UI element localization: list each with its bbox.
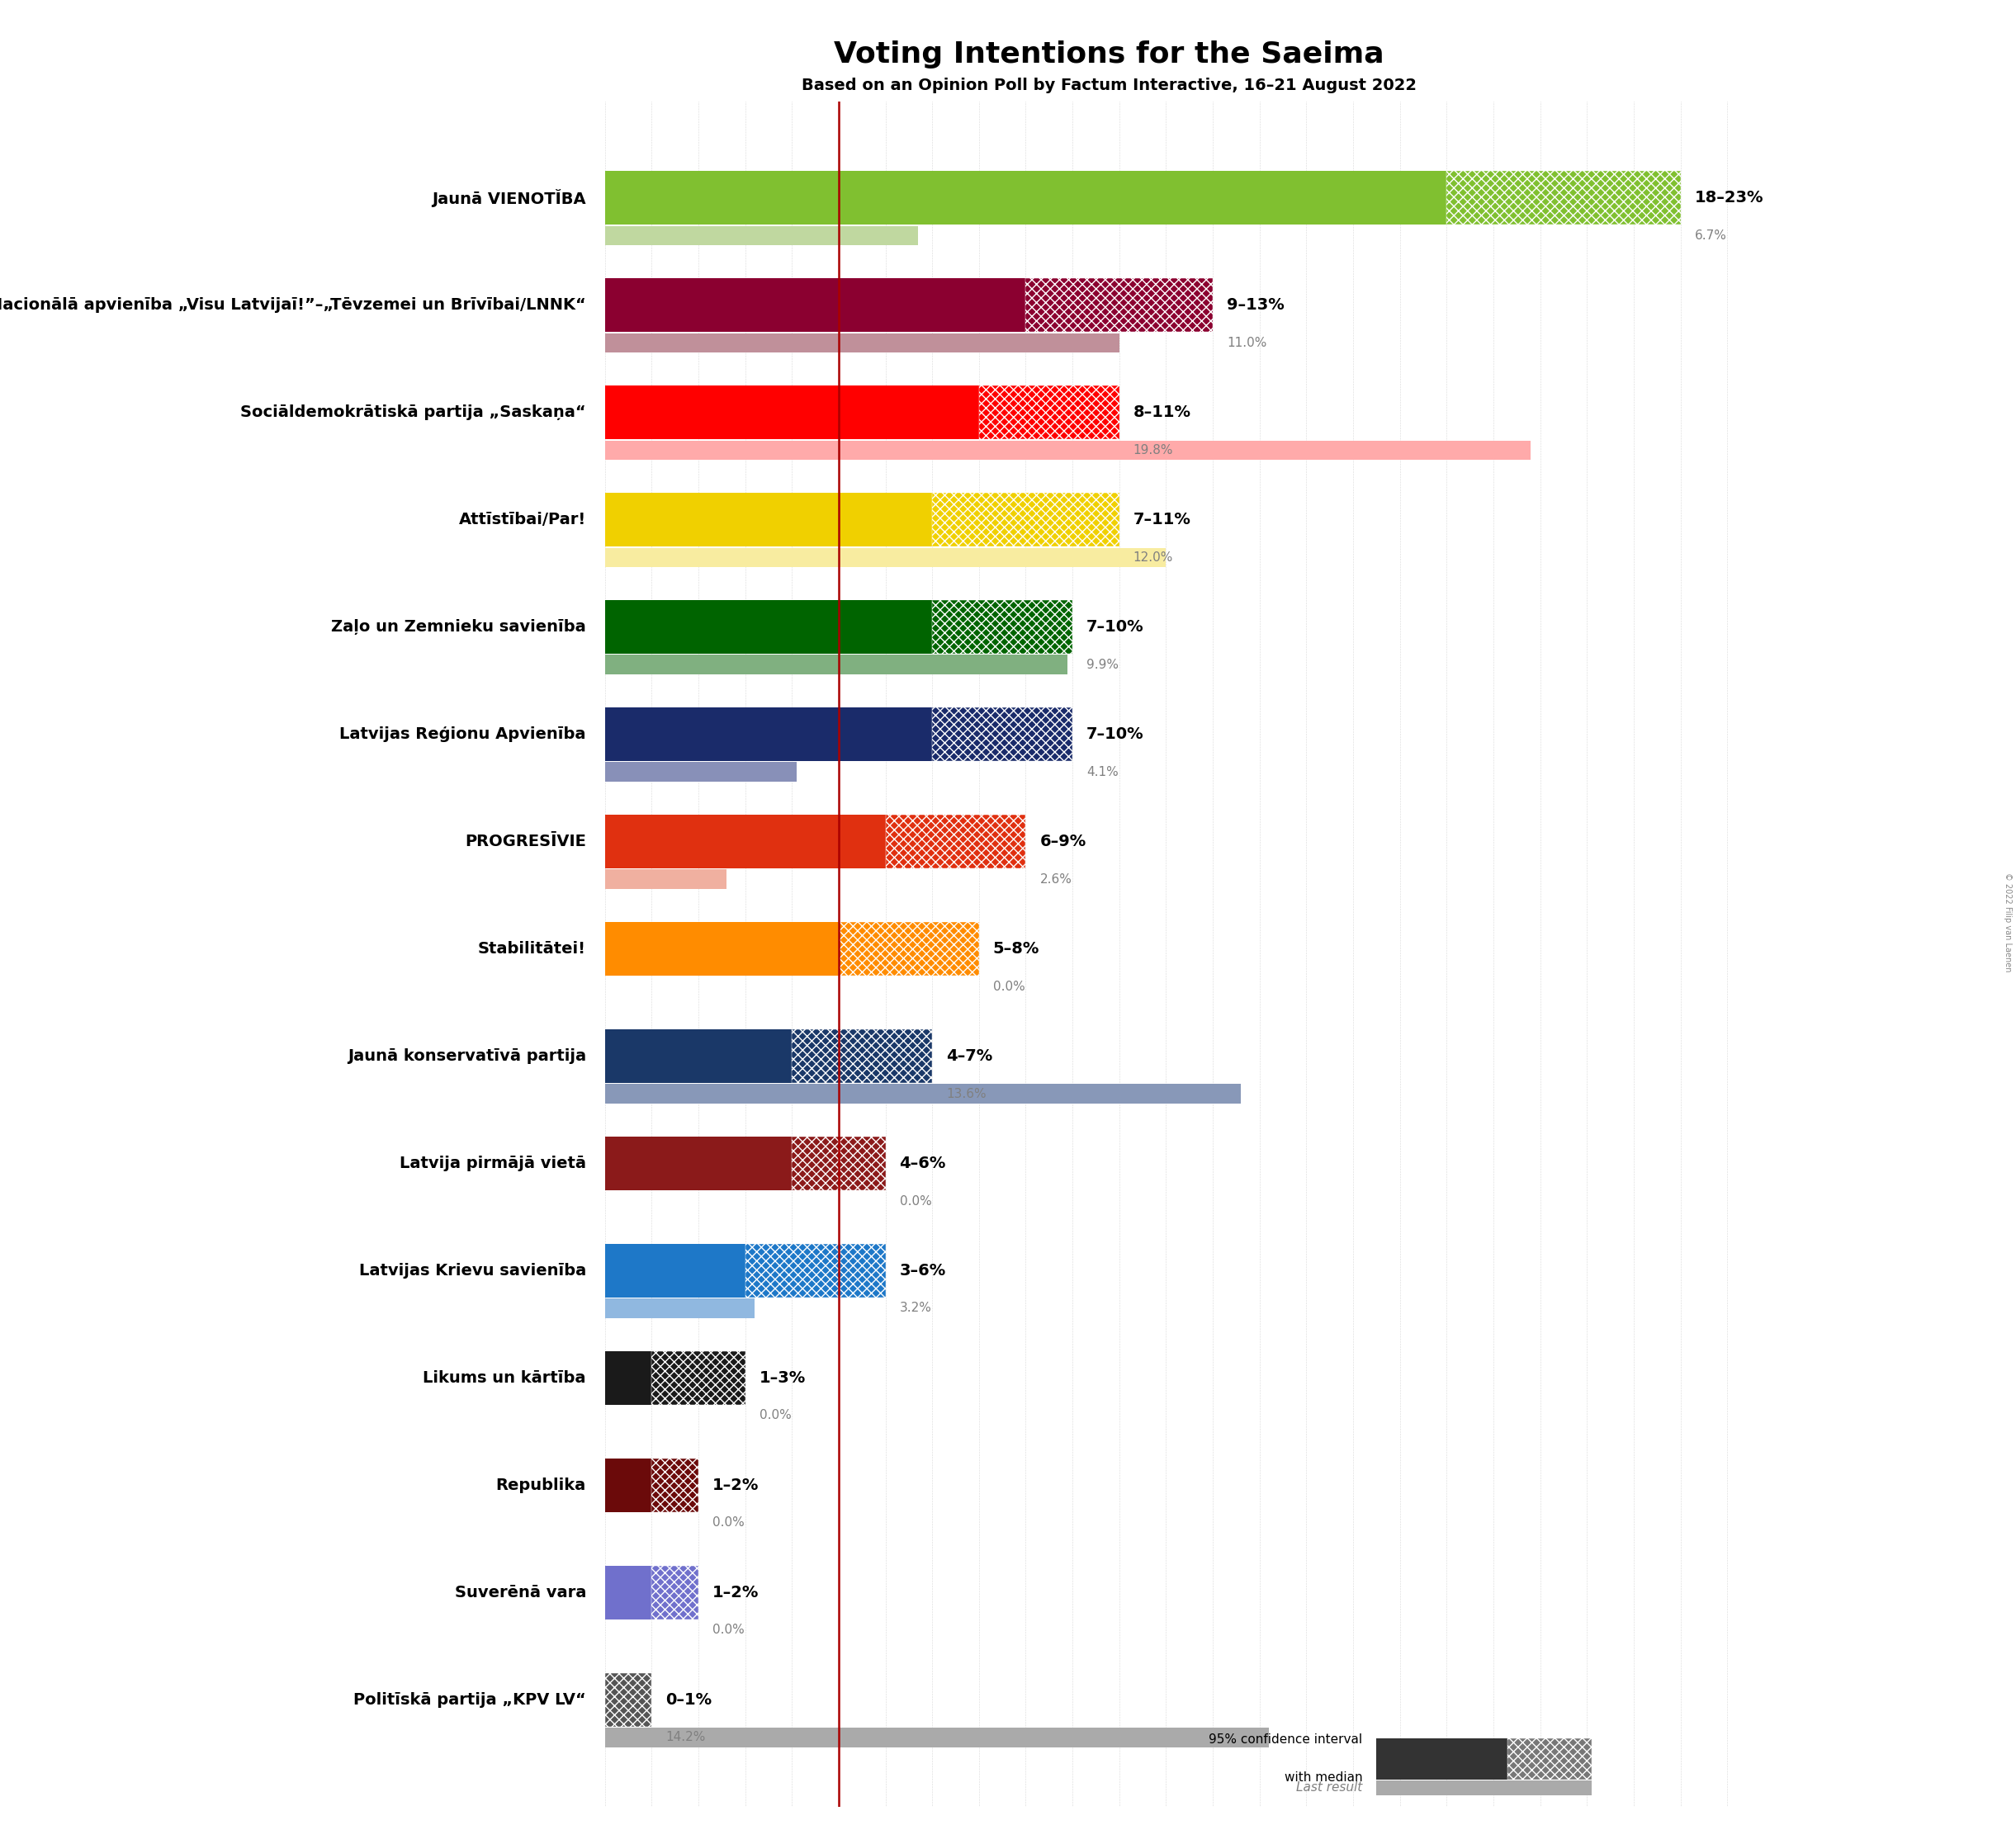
Bar <box>792 1136 885 1189</box>
Text: 14.2%: 14.2% <box>665 1732 706 1744</box>
Bar <box>605 601 931 655</box>
Text: 12.0%: 12.0% <box>1133 551 1173 564</box>
Text: Suverēnā vara: Suverēnā vara <box>454 1584 587 1601</box>
Text: 2.6%: 2.6% <box>1040 872 1073 885</box>
Bar <box>792 1029 931 1082</box>
Bar <box>605 1352 651 1405</box>
Bar <box>605 225 917 245</box>
Text: 1–2%: 1–2% <box>712 1584 758 1601</box>
Text: 7–10%: 7–10% <box>1087 620 1143 634</box>
Bar <box>1508 1739 1593 1779</box>
Text: Jaunā konservatīvā partija: Jaunā konservatīvā partija <box>347 1049 587 1064</box>
Text: © 2022 Filip van Laenen: © 2022 Filip van Laenen <box>2004 872 2012 972</box>
Text: Jaunā VIENOTĬBA: Jaunā VIENOTĬBA <box>431 188 587 207</box>
Text: Latvijas Reģionu Apvienība: Latvijas Reģionu Apvienība <box>339 727 587 741</box>
Text: 3.2%: 3.2% <box>899 1302 931 1315</box>
Bar <box>605 1673 651 1726</box>
Bar <box>1447 171 1681 225</box>
Bar <box>651 1352 746 1405</box>
Text: 1–2%: 1–2% <box>712 1477 758 1494</box>
Bar <box>605 870 726 889</box>
Bar <box>885 815 1026 869</box>
Text: Latvija pirmājā vietā: Latvija pirmājā vietā <box>399 1156 587 1171</box>
Bar <box>605 1459 651 1512</box>
Bar <box>605 441 1530 459</box>
Text: Politīskā partija „KPV LV“: Politīskā partija „KPV LV“ <box>353 1693 587 1708</box>
Bar <box>605 1298 754 1318</box>
Text: 6–9%: 6–9% <box>1040 833 1087 850</box>
Text: 0.0%: 0.0% <box>712 1516 744 1529</box>
Bar <box>605 1245 746 1298</box>
Bar <box>605 1084 1242 1103</box>
Bar <box>746 1245 885 1298</box>
Text: Latvijas Krievu savienība: Latvijas Krievu savienība <box>359 1263 587 1278</box>
Text: 4–6%: 4–6% <box>899 1156 946 1171</box>
Text: 6.7%: 6.7% <box>1695 229 1726 242</box>
Bar <box>931 601 1073 655</box>
Text: 0.0%: 0.0% <box>760 1409 790 1422</box>
Text: 19.8%: 19.8% <box>1133 444 1173 455</box>
Bar <box>1377 1739 1508 1779</box>
Bar <box>651 1566 698 1619</box>
Text: 4–7%: 4–7% <box>946 1049 992 1064</box>
Text: 8–11%: 8–11% <box>1133 404 1191 420</box>
Text: Based on an Opinion Poll by Factum Interactive, 16–21 August 2022: Based on an Opinion Poll by Factum Inter… <box>800 77 1417 94</box>
Bar <box>980 385 1119 439</box>
Bar <box>605 548 1165 566</box>
Text: 7–10%: 7–10% <box>1087 727 1143 741</box>
Bar <box>605 1566 651 1619</box>
Bar <box>605 762 796 782</box>
Bar <box>605 492 931 546</box>
Bar <box>605 1728 1268 1746</box>
Bar <box>605 1136 792 1189</box>
Text: Sociāldemokrātiskā partija „Saskaņa“: Sociāldemokrātiskā partija „Saskaņa“ <box>240 404 587 420</box>
Text: 0.0%: 0.0% <box>994 981 1024 992</box>
Bar <box>605 171 1447 225</box>
Text: Stabilitātei!: Stabilitātei! <box>478 940 587 957</box>
Text: with median: with median <box>1284 1772 1363 1785</box>
Text: 7–11%: 7–11% <box>1133 513 1191 527</box>
Bar <box>605 334 1119 352</box>
Bar <box>605 1029 792 1082</box>
Bar <box>651 1459 698 1512</box>
Bar <box>605 655 1068 675</box>
Text: 0.0%: 0.0% <box>712 1625 744 1636</box>
Bar <box>1377 1779 1593 1796</box>
Text: Likums un kārtība: Likums un kārtība <box>423 1370 587 1387</box>
Text: 0–1%: 0–1% <box>665 1693 712 1708</box>
Text: 13.6%: 13.6% <box>946 1088 986 1099</box>
Bar <box>839 922 980 975</box>
Text: PROGRESĪVIE: PROGRESĪVIE <box>466 833 587 850</box>
Text: Nacionālā apvienība „Visu Latvijaī!”–„Tēvzemei un Brīvībai/LNNK“: Nacionālā apvienība „Visu Latvijaī!”–„Tē… <box>0 297 587 313</box>
Bar <box>605 278 1026 332</box>
Text: 0.0%: 0.0% <box>899 1195 931 1208</box>
Text: 9–13%: 9–13% <box>1228 297 1284 313</box>
Text: 11.0%: 11.0% <box>1228 337 1266 349</box>
Bar <box>605 708 931 762</box>
Bar <box>605 922 839 975</box>
Text: Voting Intentions for the Saeima: Voting Intentions for the Saeima <box>835 41 1383 68</box>
Bar <box>931 708 1073 762</box>
Text: Last result: Last result <box>1296 1781 1363 1794</box>
Bar <box>605 385 980 439</box>
Text: Attīstībai/Par!: Attīstībai/Par! <box>460 513 587 527</box>
Text: 5–8%: 5–8% <box>994 940 1040 957</box>
Text: 9.9%: 9.9% <box>1087 658 1119 671</box>
Bar <box>1026 278 1214 332</box>
Text: 1–3%: 1–3% <box>760 1370 806 1387</box>
Text: 18–23%: 18–23% <box>1695 190 1764 207</box>
Bar <box>605 815 885 869</box>
Text: 4.1%: 4.1% <box>1087 765 1119 778</box>
Text: 3–6%: 3–6% <box>899 1263 946 1278</box>
Text: Zaļo un Zemnieku savienība: Zaļo un Zemnieku savienība <box>331 620 587 634</box>
Bar <box>931 492 1119 546</box>
Text: 95% confidence interval: 95% confidence interval <box>1210 1733 1363 1746</box>
Text: Republika: Republika <box>496 1477 587 1494</box>
